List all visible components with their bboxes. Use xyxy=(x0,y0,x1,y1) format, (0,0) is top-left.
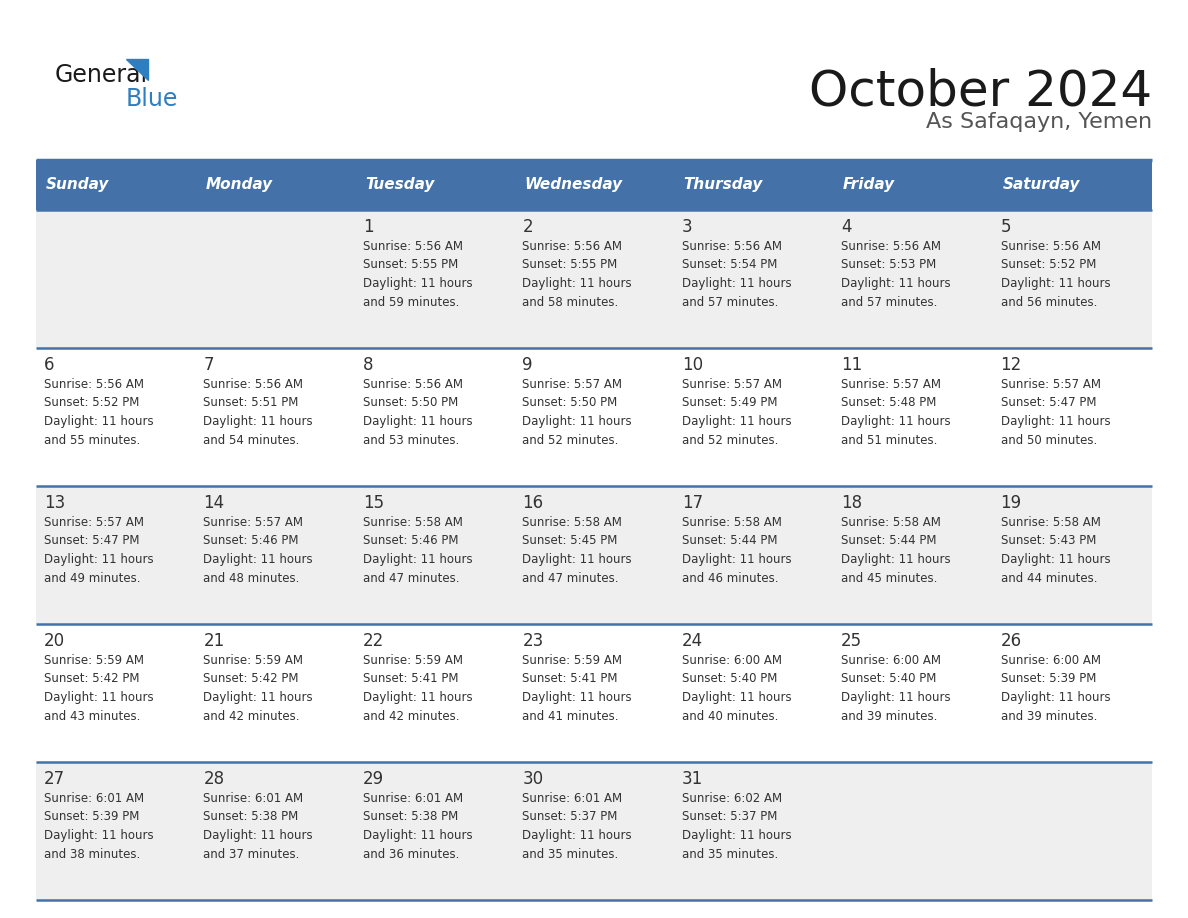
Text: Monday: Monday xyxy=(206,177,272,193)
Bar xyxy=(36,160,1152,210)
Text: 15: 15 xyxy=(362,494,384,512)
Text: 26: 26 xyxy=(1000,632,1022,650)
Bar xyxy=(36,210,1152,348)
Bar xyxy=(36,762,1152,900)
Text: 13: 13 xyxy=(44,494,65,512)
Text: Sunrise: 5:59 AM
Sunset: 5:41 PM
Daylight: 11 hours
and 41 minutes.: Sunrise: 5:59 AM Sunset: 5:41 PM Dayligh… xyxy=(523,654,632,722)
Text: Sunrise: 5:57 AM
Sunset: 5:47 PM
Daylight: 11 hours
and 49 minutes.: Sunrise: 5:57 AM Sunset: 5:47 PM Dayligh… xyxy=(44,516,153,585)
Text: Sunrise: 6:01 AM
Sunset: 5:38 PM
Daylight: 11 hours
and 37 minutes.: Sunrise: 6:01 AM Sunset: 5:38 PM Dayligh… xyxy=(203,792,314,860)
Text: 22: 22 xyxy=(362,632,384,650)
Text: 4: 4 xyxy=(841,218,852,236)
Text: Sunrise: 6:00 AM
Sunset: 5:40 PM
Daylight: 11 hours
and 39 minutes.: Sunrise: 6:00 AM Sunset: 5:40 PM Dayligh… xyxy=(841,654,950,722)
Text: 23: 23 xyxy=(523,632,544,650)
Bar xyxy=(36,486,1152,624)
Text: 3: 3 xyxy=(682,218,693,236)
Text: 10: 10 xyxy=(682,356,703,374)
Text: Wednesday: Wednesday xyxy=(524,177,623,193)
Text: 8: 8 xyxy=(362,356,373,374)
Text: 20: 20 xyxy=(44,632,65,650)
Text: 27: 27 xyxy=(44,770,65,788)
Text: Sunrise: 6:01 AM
Sunset: 5:39 PM
Daylight: 11 hours
and 38 minutes.: Sunrise: 6:01 AM Sunset: 5:39 PM Dayligh… xyxy=(44,792,153,860)
Text: 14: 14 xyxy=(203,494,225,512)
Text: 31: 31 xyxy=(682,770,703,788)
Text: Sunrise: 5:56 AM
Sunset: 5:54 PM
Daylight: 11 hours
and 57 minutes.: Sunrise: 5:56 AM Sunset: 5:54 PM Dayligh… xyxy=(682,240,791,308)
Text: Sunrise: 5:58 AM
Sunset: 5:43 PM
Daylight: 11 hours
and 44 minutes.: Sunrise: 5:58 AM Sunset: 5:43 PM Dayligh… xyxy=(1000,516,1111,585)
Text: Sunrise: 5:58 AM
Sunset: 5:44 PM
Daylight: 11 hours
and 45 minutes.: Sunrise: 5:58 AM Sunset: 5:44 PM Dayligh… xyxy=(841,516,950,585)
Text: Sunrise: 5:59 AM
Sunset: 5:42 PM
Daylight: 11 hours
and 43 minutes.: Sunrise: 5:59 AM Sunset: 5:42 PM Dayligh… xyxy=(44,654,153,722)
Text: Friday: Friday xyxy=(843,177,896,193)
Text: Sunrise: 5:56 AM
Sunset: 5:55 PM
Daylight: 11 hours
and 59 minutes.: Sunrise: 5:56 AM Sunset: 5:55 PM Dayligh… xyxy=(362,240,473,308)
Text: Sunrise: 5:56 AM
Sunset: 5:53 PM
Daylight: 11 hours
and 57 minutes.: Sunrise: 5:56 AM Sunset: 5:53 PM Dayligh… xyxy=(841,240,950,308)
Text: 28: 28 xyxy=(203,770,225,788)
Text: 6: 6 xyxy=(44,356,55,374)
Bar xyxy=(36,624,1152,762)
Text: Sunrise: 5:56 AM
Sunset: 5:52 PM
Daylight: 11 hours
and 55 minutes.: Sunrise: 5:56 AM Sunset: 5:52 PM Dayligh… xyxy=(44,378,153,446)
Text: Sunrise: 5:57 AM
Sunset: 5:48 PM
Daylight: 11 hours
and 51 minutes.: Sunrise: 5:57 AM Sunset: 5:48 PM Dayligh… xyxy=(841,378,950,446)
Text: Sunrise: 5:56 AM
Sunset: 5:50 PM
Daylight: 11 hours
and 53 minutes.: Sunrise: 5:56 AM Sunset: 5:50 PM Dayligh… xyxy=(362,378,473,446)
Text: Tuesday: Tuesday xyxy=(365,177,435,193)
Text: 29: 29 xyxy=(362,770,384,788)
Text: Thursday: Thursday xyxy=(684,177,763,193)
Text: General: General xyxy=(55,63,148,87)
Text: Sunrise: 5:57 AM
Sunset: 5:46 PM
Daylight: 11 hours
and 48 minutes.: Sunrise: 5:57 AM Sunset: 5:46 PM Dayligh… xyxy=(203,516,314,585)
Text: Sunrise: 6:02 AM
Sunset: 5:37 PM
Daylight: 11 hours
and 35 minutes.: Sunrise: 6:02 AM Sunset: 5:37 PM Dayligh… xyxy=(682,792,791,860)
Text: Saturday: Saturday xyxy=(1003,177,1080,193)
Text: 11: 11 xyxy=(841,356,862,374)
Text: 1: 1 xyxy=(362,218,373,236)
Text: Blue: Blue xyxy=(126,87,178,111)
Text: Sunrise: 5:59 AM
Sunset: 5:42 PM
Daylight: 11 hours
and 42 minutes.: Sunrise: 5:59 AM Sunset: 5:42 PM Dayligh… xyxy=(203,654,314,722)
Text: 16: 16 xyxy=(523,494,543,512)
Text: Sunrise: 6:01 AM
Sunset: 5:38 PM
Daylight: 11 hours
and 36 minutes.: Sunrise: 6:01 AM Sunset: 5:38 PM Dayligh… xyxy=(362,792,473,860)
Text: Sunday: Sunday xyxy=(46,177,109,193)
Text: 30: 30 xyxy=(523,770,543,788)
Text: 21: 21 xyxy=(203,632,225,650)
Text: Sunrise: 5:56 AM
Sunset: 5:51 PM
Daylight: 11 hours
and 54 minutes.: Sunrise: 5:56 AM Sunset: 5:51 PM Dayligh… xyxy=(203,378,314,446)
Text: 25: 25 xyxy=(841,632,862,650)
Bar xyxy=(36,348,1152,486)
Text: Sunrise: 5:58 AM
Sunset: 5:44 PM
Daylight: 11 hours
and 46 minutes.: Sunrise: 5:58 AM Sunset: 5:44 PM Dayligh… xyxy=(682,516,791,585)
Text: October 2024: October 2024 xyxy=(809,68,1152,116)
Text: 7: 7 xyxy=(203,356,214,374)
Polygon shape xyxy=(126,59,148,80)
Text: 19: 19 xyxy=(1000,494,1022,512)
Text: 17: 17 xyxy=(682,494,703,512)
Text: Sunrise: 5:59 AM
Sunset: 5:41 PM
Daylight: 11 hours
and 42 minutes.: Sunrise: 5:59 AM Sunset: 5:41 PM Dayligh… xyxy=(362,654,473,722)
Text: 24: 24 xyxy=(682,632,703,650)
Text: Sunrise: 5:57 AM
Sunset: 5:47 PM
Daylight: 11 hours
and 50 minutes.: Sunrise: 5:57 AM Sunset: 5:47 PM Dayligh… xyxy=(1000,378,1111,446)
Text: Sunrise: 6:01 AM
Sunset: 5:37 PM
Daylight: 11 hours
and 35 minutes.: Sunrise: 6:01 AM Sunset: 5:37 PM Dayligh… xyxy=(523,792,632,860)
Text: 9: 9 xyxy=(523,356,532,374)
Text: Sunrise: 6:00 AM
Sunset: 5:39 PM
Daylight: 11 hours
and 39 minutes.: Sunrise: 6:00 AM Sunset: 5:39 PM Dayligh… xyxy=(1000,654,1111,722)
Text: Sunrise: 5:57 AM
Sunset: 5:49 PM
Daylight: 11 hours
and 52 minutes.: Sunrise: 5:57 AM Sunset: 5:49 PM Dayligh… xyxy=(682,378,791,446)
Text: As Safaqayn, Yemen: As Safaqayn, Yemen xyxy=(927,112,1152,132)
Text: Sunrise: 6:00 AM
Sunset: 5:40 PM
Daylight: 11 hours
and 40 minutes.: Sunrise: 6:00 AM Sunset: 5:40 PM Dayligh… xyxy=(682,654,791,722)
Text: 12: 12 xyxy=(1000,356,1022,374)
Text: 5: 5 xyxy=(1000,218,1011,236)
Text: 18: 18 xyxy=(841,494,862,512)
Text: Sunrise: 5:58 AM
Sunset: 5:46 PM
Daylight: 11 hours
and 47 minutes.: Sunrise: 5:58 AM Sunset: 5:46 PM Dayligh… xyxy=(362,516,473,585)
Text: Sunrise: 5:58 AM
Sunset: 5:45 PM
Daylight: 11 hours
and 47 minutes.: Sunrise: 5:58 AM Sunset: 5:45 PM Dayligh… xyxy=(523,516,632,585)
Text: Sunrise: 5:56 AM
Sunset: 5:52 PM
Daylight: 11 hours
and 56 minutes.: Sunrise: 5:56 AM Sunset: 5:52 PM Dayligh… xyxy=(1000,240,1111,308)
Text: Sunrise: 5:57 AM
Sunset: 5:50 PM
Daylight: 11 hours
and 52 minutes.: Sunrise: 5:57 AM Sunset: 5:50 PM Dayligh… xyxy=(523,378,632,446)
Text: 2: 2 xyxy=(523,218,533,236)
Text: Sunrise: 5:56 AM
Sunset: 5:55 PM
Daylight: 11 hours
and 58 minutes.: Sunrise: 5:56 AM Sunset: 5:55 PM Dayligh… xyxy=(523,240,632,308)
